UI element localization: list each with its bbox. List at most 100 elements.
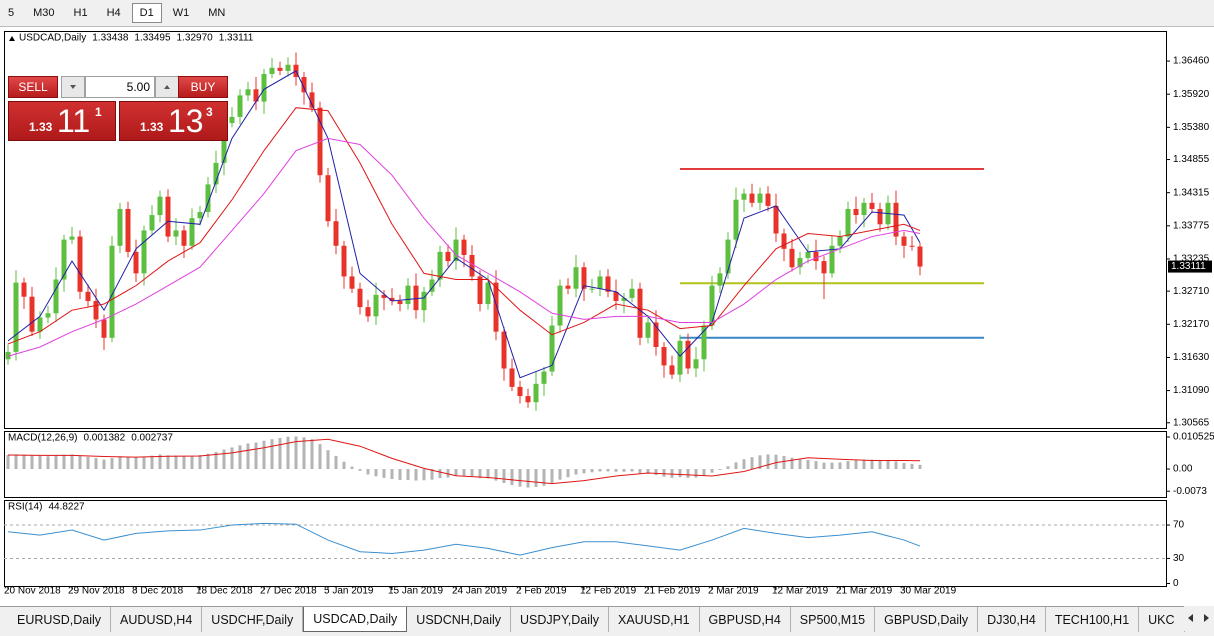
macd-bar [510,469,514,486]
candle-body [557,285,563,326]
candle-body [773,205,779,234]
macd-bar [566,469,570,478]
macd-bar [574,469,578,475]
candle-body [413,285,419,311]
macd-bar [910,463,914,470]
candle-body [149,215,155,231]
candle-body [613,291,619,301]
macd-bar [878,460,882,470]
chart-tab[interactable]: AUDUSD,H4 [111,607,203,632]
chart-tab[interactable]: XAUUSD,H1 [609,607,700,632]
candle-body [909,245,915,247]
macd-bar [150,455,154,470]
candle-body [405,285,411,305]
macd-bar [382,469,386,478]
macd-bar [6,455,10,470]
candle-body [805,251,811,259]
macd-bar [814,461,818,470]
tab-scroll[interactable] [1184,606,1214,631]
panel-title: 1.32970 [177,33,214,44]
macd-bar [406,469,410,480]
timeframe-button[interactable]: 5 [8,7,15,19]
macd-bar [238,445,242,470]
macd-bar [214,451,218,470]
tab-scroll-icons [1188,614,1209,622]
volume-input[interactable]: 5.00 [85,76,155,98]
candle-body [685,340,691,369]
candle-body [789,248,795,268]
chart-tab[interactable]: TECH100,H1 [1046,607,1140,632]
chart-tab[interactable]: GBPUSD,Daily [875,607,979,632]
timeframe-button[interactable]: H4 [106,7,121,19]
macd-bar [54,455,58,470]
candle-body [629,288,635,298]
rsi-line [7,522,921,556]
chart-tab[interactable]: UKC [1139,607,1185,632]
chart-tab[interactable]: SP500,M15 [791,607,876,632]
macd-bar [598,469,602,472]
macd-bar [646,469,650,474]
macd-bar [342,461,346,470]
macd-bar [502,469,506,484]
panel-title: 0.002737 [131,433,173,444]
panel-title: 1.33438 [92,33,129,44]
volume-down[interactable] [61,76,85,98]
panel-title: 44.8227 [48,502,85,513]
panel-title: USDCAD,Daily [19,33,86,44]
macd-bar [718,469,722,470]
macd-bar [702,469,706,476]
candle-body [237,95,243,117]
timeframe-button[interactable]: W1 [172,7,190,19]
macd-bar [302,437,306,470]
macd-bar [542,469,546,486]
macd-bar [102,459,106,470]
y-tick-label: 1.33235 [1173,254,1210,265]
macd-bar [806,459,810,470]
chart-tab[interactable]: USDCHF,Daily [202,607,304,632]
candle-body [309,92,315,108]
macd-bar [62,454,66,470]
x-tick-label: 18 Dec 2018 [196,586,253,597]
y-tick-label: 1.35920 [1173,89,1210,100]
macd-bar [366,469,370,475]
candle-body [381,294,387,298]
chart-tab[interactable]: EURUSD,Daily [8,607,112,632]
bid-quote[interactable]: 1.33 11 1 [8,101,116,141]
timeframe-button[interactable]: H1 [73,7,88,19]
candle-body [437,251,443,280]
macd-bar [710,469,714,473]
candle-body [797,258,803,268]
timeframe-button[interactable]: D1 [131,3,162,23]
candle-body [453,239,459,262]
macd-bar [270,439,274,470]
y-tick-label: 30 [1173,553,1185,564]
chart-tab[interactable]: GBPUSD,H4 [700,607,791,632]
macd-bar [838,462,842,470]
chart-tab[interactable]: USDCAD,Daily [303,607,408,632]
chart-tab[interactable]: USDCNH,Daily [407,607,512,632]
candle-body [101,319,107,338]
ask-quote[interactable]: 1.33 13 3 [119,101,228,141]
price-tag [1168,260,1212,273]
candle-body [765,193,771,206]
y-tick-label: 0 [1173,578,1179,589]
sell-button[interactable]: SELL [8,76,58,98]
candle-body [525,396,531,403]
candle-body [5,351,11,360]
candle-body [661,347,667,366]
macd-bar [534,469,538,487]
macd-bar [870,459,874,470]
timeframe-button[interactable]: MN [208,7,226,19]
macd-bar [774,454,778,470]
candle-body [165,196,171,237]
timeframe-button[interactable]: M30 [33,7,55,19]
macd-bar [734,462,738,470]
chart-tab[interactable]: DJ30,H4 [978,607,1046,632]
candle-body [13,282,19,352]
macd-bar [142,456,146,470]
buy-button[interactable]: BUY [178,76,228,98]
volume-up[interactable] [155,76,179,98]
chart-tab[interactable]: USDJPY,Daily [511,607,609,632]
candle-body [69,236,75,240]
